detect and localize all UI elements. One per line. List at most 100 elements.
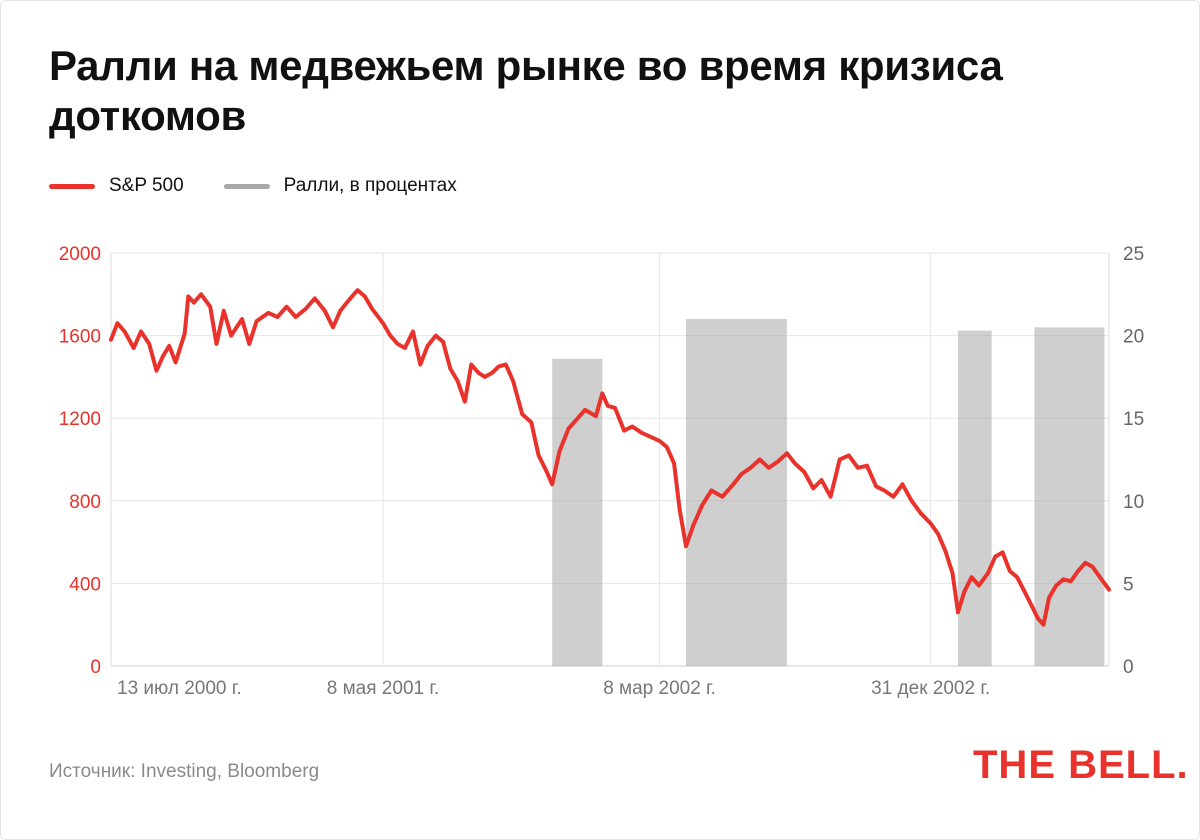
sp500-point [323,309,327,313]
sp500-point [970,575,974,579]
sp500-point [199,292,203,296]
sp500-point [700,503,704,507]
y-left-tick-label: 800 [69,492,101,513]
x-tick-label: 13 июл 2000 г. [117,678,242,699]
sp500-point [456,379,460,383]
sp500-point [520,412,524,416]
sp500-point [567,427,571,430]
sp500-point [977,584,981,587]
sp500-point [167,344,171,348]
sp500-point [529,420,533,424]
sp500-point [613,406,617,410]
sp500-point [943,548,947,552]
sp500-point [901,482,904,486]
sp500-point [1062,577,1065,581]
sp500-point [511,379,515,383]
sp500-point [545,470,549,474]
sp500-point [183,332,187,335]
sp500-point [776,460,780,464]
x-tick-label: 8 мар 2002 г. [603,678,716,699]
legend-item-sp500: S&P 500 [49,175,184,197]
sp500-point [186,294,190,298]
sp500-point [1076,569,1080,573]
sp500-point [370,307,374,311]
source-note: Источник: Investing, Bloomberg [49,761,320,782]
sp500-point [388,334,392,338]
sp500-point [829,495,833,499]
sp500-point [266,311,270,315]
sp500-point [574,418,578,422]
sp500-point [630,425,634,428]
sp500-point [363,294,367,298]
sp500-point [550,482,554,486]
sp500-point [396,342,400,346]
sp500-point [1042,623,1045,627]
sp500-point [691,524,695,528]
sp500-point [1098,575,1102,579]
rally-bar [685,319,787,666]
sp500-point [1107,588,1111,592]
sp500-point [490,371,494,375]
y-left-tick-label: 2000 [59,244,101,265]
sp500-point [740,472,743,476]
sp500-point [749,466,753,470]
sp500-point [418,363,422,366]
legend-swatch-rally [223,183,270,189]
sp500-point [304,307,308,311]
sp500-point [709,489,713,492]
sp500-point [882,489,886,492]
sp500-point [811,486,815,490]
sp500-point [874,484,878,488]
sp500-point [1022,588,1025,592]
sp500-point [720,495,724,499]
sp500-point [847,453,851,457]
sp500-point [504,363,508,366]
sp500-point [192,301,196,305]
line-bar-chart: 0 400 800 1200 1600 2000 0 5 10 15 20 25 13 июл 2000… [59,244,1144,699]
sp500-point [606,404,610,408]
y-right-tick-label: 0 [1123,657,1134,678]
sp500-point [891,495,895,499]
sp500-point [1001,550,1005,554]
sp500-point [381,321,385,325]
sp500-point [1047,596,1051,600]
y-right-tick-label: 25 [1123,244,1144,265]
sp500-point [684,544,688,548]
sp500-point [1029,602,1033,606]
x-tick-label: 31 дек 2002 г. [871,678,990,699]
y-right-tick-label: 20 [1123,327,1144,348]
chart-title: Ралли на медвежьем рынке во время кризис… [49,42,1003,139]
sp500-point [348,296,352,300]
sp500-point [929,522,933,525]
y-right-tick-label: 10 [1123,492,1144,513]
sp500-point [123,330,127,333]
sp500-point [962,590,966,594]
y-left-tick-label: 400 [69,574,101,595]
sp500-point [1054,584,1058,587]
sp500-point [441,340,445,344]
sp500-point [477,371,480,375]
sp500-point [147,342,151,346]
sp500-point [838,458,842,461]
sp500-point [240,317,244,321]
sp500-point [229,334,233,338]
sp500-point [155,369,158,373]
sp500-point [255,319,259,323]
sp500-point [463,400,467,404]
sp500-point [558,449,561,453]
sp500-point [986,571,990,575]
sp500-point [622,429,626,433]
sp500-point [448,367,452,371]
sp500-point [1069,579,1073,583]
rally-bar [957,330,992,666]
y-left-tick-label: 0 [90,657,101,678]
sp500-point [434,334,438,338]
sp500-point [639,431,643,435]
sp500-point [951,571,954,575]
sp500-point [537,453,541,457]
y-left-tick-label: 1200 [59,409,101,430]
legend-label-rally: Ралли, в процентах [283,175,457,196]
sp500-point [658,439,662,443]
sp500-point [672,462,676,466]
sp500-point [649,435,652,439]
